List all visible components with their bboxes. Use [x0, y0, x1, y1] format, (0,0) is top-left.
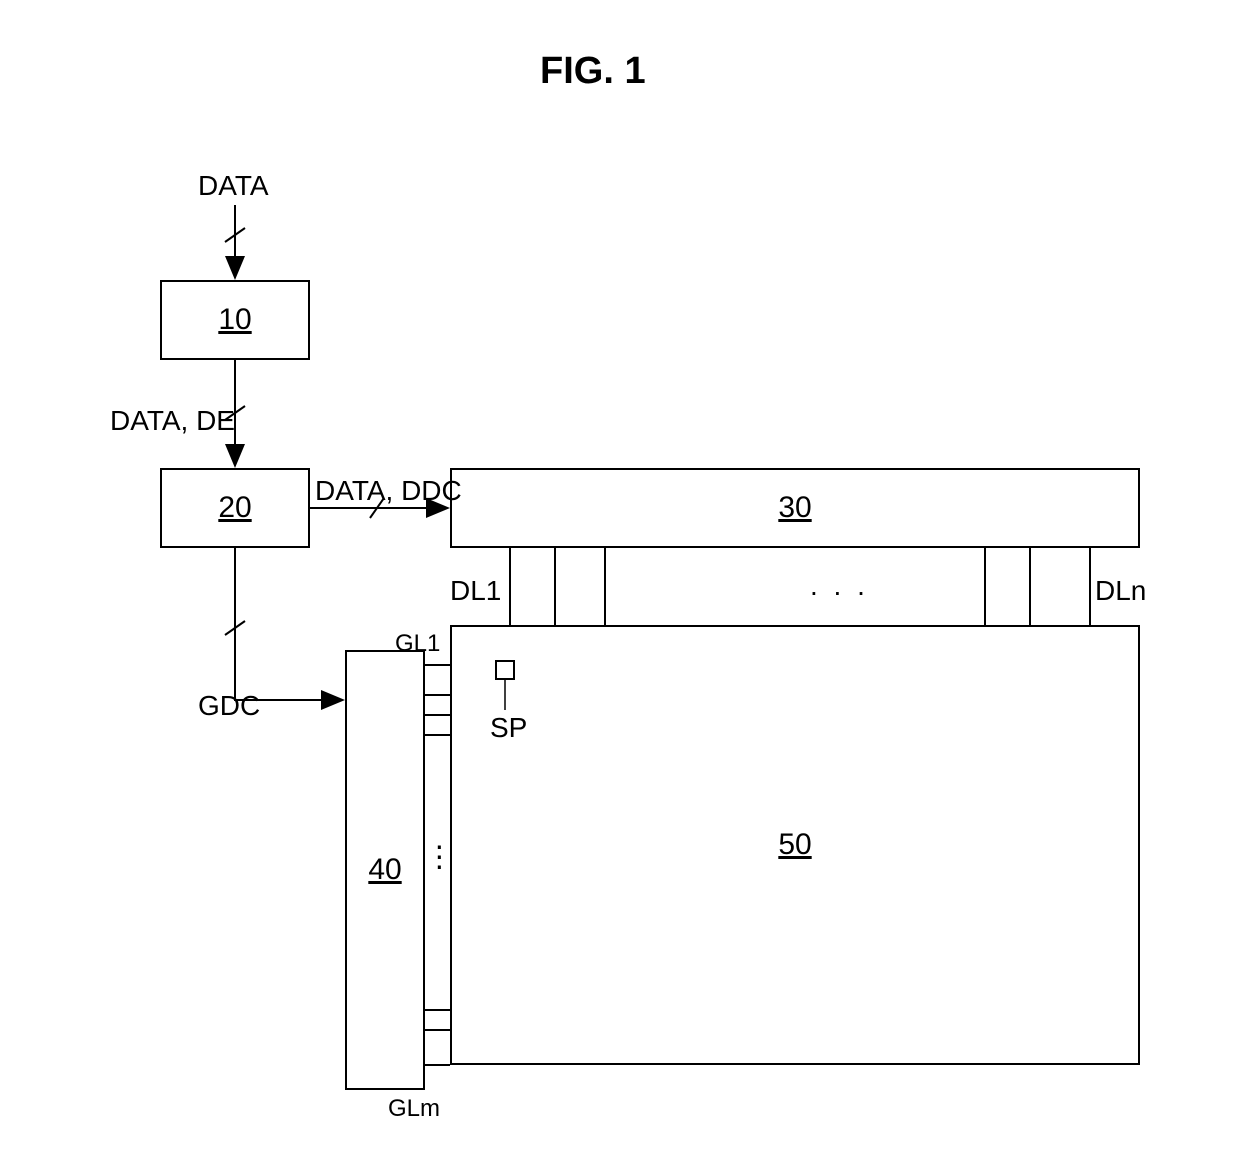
block-50: 50 [450, 625, 1140, 1065]
label-data-ddc: DATA, DDC [315, 475, 462, 507]
block-30-label: 30 [778, 491, 811, 525]
block-30: 30 [450, 468, 1140, 548]
label-sp: SP [490, 712, 527, 744]
label-gl-ellipsis: ··· [434, 840, 445, 870]
label-dl1: DL1 [450, 575, 501, 607]
block-10: 10 [160, 280, 310, 360]
label-gdc: GDC [198, 690, 260, 722]
label-dln: DLn [1095, 575, 1146, 607]
block-40: 40 [345, 650, 425, 1090]
label-dl-ellipsis: . . . [810, 570, 869, 602]
diagram-canvas: FIG. 1 10 20 30 40 50 DATA DATA, DE DATA… [0, 0, 1240, 1153]
label-gl1: GL1 [395, 630, 440, 658]
block-50-label: 50 [778, 828, 811, 862]
label-data-de: DATA, DE [110, 405, 235, 437]
sp-box [495, 660, 515, 680]
block-40-label: 40 [368, 853, 401, 887]
label-data-in: DATA [198, 170, 269, 202]
block-10-label: 10 [218, 303, 251, 337]
figure-title: FIG. 1 [540, 50, 646, 93]
block-20: 20 [160, 468, 310, 548]
block-20-label: 20 [218, 491, 251, 525]
label-glm: GLm [388, 1095, 440, 1123]
